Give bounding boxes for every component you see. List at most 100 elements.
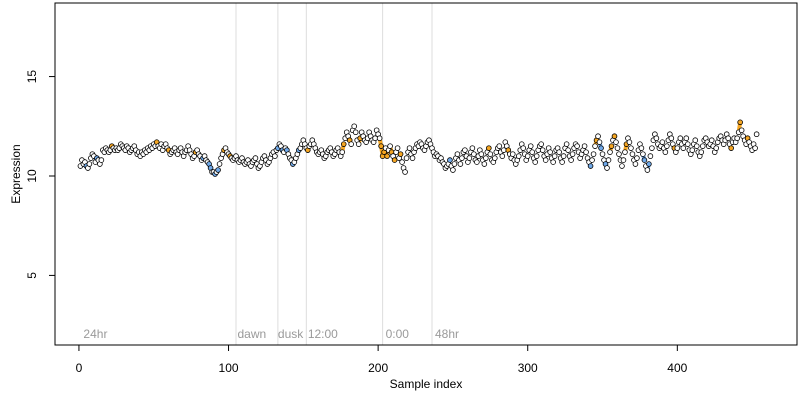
x-tick-label: 200 bbox=[368, 361, 388, 375]
data-point bbox=[539, 147, 546, 153]
data-point bbox=[563, 141, 570, 147]
data-point bbox=[595, 133, 601, 140]
data-point bbox=[629, 151, 636, 157]
data-point bbox=[560, 153, 567, 159]
data-point bbox=[533, 153, 540, 159]
data-point bbox=[527, 143, 534, 149]
data-point bbox=[478, 151, 485, 157]
data-point bbox=[515, 153, 522, 159]
data-point bbox=[649, 145, 655, 151]
data-point bbox=[559, 159, 565, 165]
region-label-2: dusk bbox=[278, 327, 304, 341]
data-point bbox=[587, 163, 594, 169]
data-point bbox=[653, 135, 660, 142]
data-point bbox=[550, 159, 556, 165]
data-point bbox=[613, 139, 619, 145]
region-labels: 24hr dawn dusk 12:00 0:00 48hr bbox=[83, 327, 459, 341]
data-point bbox=[351, 123, 357, 130]
data-point bbox=[569, 151, 576, 157]
data-point bbox=[753, 131, 760, 138]
y-tick-label: 15 bbox=[25, 70, 39, 84]
data-point bbox=[589, 157, 595, 163]
data-point bbox=[725, 135, 731, 142]
data-point bbox=[496, 143, 503, 149]
data-point bbox=[689, 147, 696, 153]
data-point bbox=[492, 155, 498, 161]
region-label-5: 48hr bbox=[435, 327, 459, 341]
data-point bbox=[632, 161, 639, 167]
data-point bbox=[680, 145, 687, 151]
data-point bbox=[542, 157, 549, 163]
data-point bbox=[659, 139, 666, 145]
data-point bbox=[605, 157, 612, 163]
data-point bbox=[598, 145, 604, 151]
data-point bbox=[644, 167, 651, 173]
data-point bbox=[376, 135, 383, 142]
data-point bbox=[399, 159, 405, 165]
data-point bbox=[216, 161, 223, 167]
data-point bbox=[620, 157, 627, 163]
data-point bbox=[348, 141, 355, 147]
data-point bbox=[664, 143, 670, 149]
data-point bbox=[529, 149, 536, 155]
data-point bbox=[634, 155, 640, 161]
data-point bbox=[708, 137, 715, 143]
region-label-4: 0:00 bbox=[386, 327, 410, 341]
data-point bbox=[394, 145, 401, 151]
data-point bbox=[403, 155, 410, 161]
x-tick-label: 100 bbox=[219, 361, 239, 375]
data-point bbox=[647, 153, 654, 159]
data-point bbox=[574, 143, 580, 149]
data-point bbox=[638, 145, 645, 151]
data-point bbox=[734, 135, 740, 142]
data-point bbox=[409, 155, 416, 161]
data-point bbox=[450, 167, 456, 173]
data-point bbox=[355, 141, 362, 147]
data-point bbox=[391, 157, 398, 163]
data-point bbox=[352, 129, 359, 136]
data-point bbox=[339, 149, 346, 155]
data-point bbox=[272, 153, 278, 159]
data-point bbox=[622, 149, 628, 155]
data-point bbox=[384, 153, 390, 159]
data-point bbox=[454, 151, 461, 157]
data-point bbox=[616, 151, 622, 157]
data-point bbox=[532, 159, 539, 165]
data-point bbox=[556, 149, 562, 155]
data-point bbox=[486, 145, 492, 151]
data-point bbox=[551, 153, 558, 159]
y-tick-label: 10 bbox=[25, 169, 39, 183]
data-point bbox=[641, 157, 648, 163]
data-point bbox=[590, 151, 597, 157]
data-point bbox=[499, 153, 506, 159]
data-point bbox=[737, 119, 743, 126]
data-point bbox=[524, 153, 531, 159]
plot-frame bbox=[54, 2, 798, 346]
data-point bbox=[98, 157, 105, 163]
data-point bbox=[674, 145, 681, 151]
data-point bbox=[466, 155, 473, 161]
region-label-3: 12:00 bbox=[308, 327, 338, 341]
data-point bbox=[406, 145, 413, 151]
x-tick-label: 300 bbox=[518, 361, 538, 375]
data-point bbox=[483, 155, 489, 161]
data-point bbox=[252, 155, 259, 161]
data-point bbox=[474, 159, 480, 165]
region-label-0: 24hr bbox=[83, 327, 107, 341]
data-point bbox=[397, 151, 404, 157]
data-point bbox=[604, 165, 610, 171]
data-point bbox=[583, 149, 589, 155]
data-point bbox=[677, 135, 684, 142]
data-point bbox=[215, 167, 221, 173]
y-axis-title: Expression bbox=[9, 144, 23, 203]
data-point bbox=[447, 157, 453, 163]
data-point bbox=[459, 155, 465, 161]
data-point bbox=[738, 127, 745, 134]
data-point bbox=[596, 139, 603, 145]
data-point bbox=[340, 141, 347, 147]
x-tick-label: 400 bbox=[667, 361, 687, 375]
data-point bbox=[592, 143, 598, 149]
data-point bbox=[451, 161, 458, 167]
data-point bbox=[471, 151, 477, 157]
